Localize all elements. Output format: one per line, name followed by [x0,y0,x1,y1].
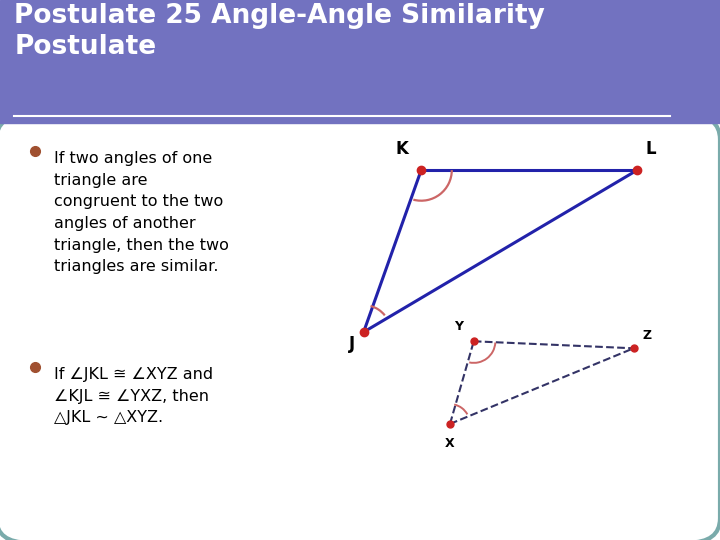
FancyBboxPatch shape [0,0,720,123]
Text: Y: Y [454,320,463,333]
Text: Z: Z [642,329,652,342]
Text: X: X [445,437,455,450]
Text: L: L [646,140,657,158]
Text: J: J [348,335,355,353]
Text: If two angles of one
triangle are
congruent to the two
angles of another
triangl: If two angles of one triangle are congru… [54,151,229,274]
Text: K: K [395,140,408,158]
FancyBboxPatch shape [0,115,720,540]
Text: Postulate 25 Angle-Angle Similarity
Postulate: Postulate 25 Angle-Angle Similarity Post… [14,3,545,60]
Text: If ∠JKL ≅ ∠XYZ and
∠KJL ≅ ∠YXZ, then
△JKL ~ △XYZ.: If ∠JKL ≅ ∠XYZ and ∠KJL ≅ ∠YXZ, then △JK… [54,367,213,426]
